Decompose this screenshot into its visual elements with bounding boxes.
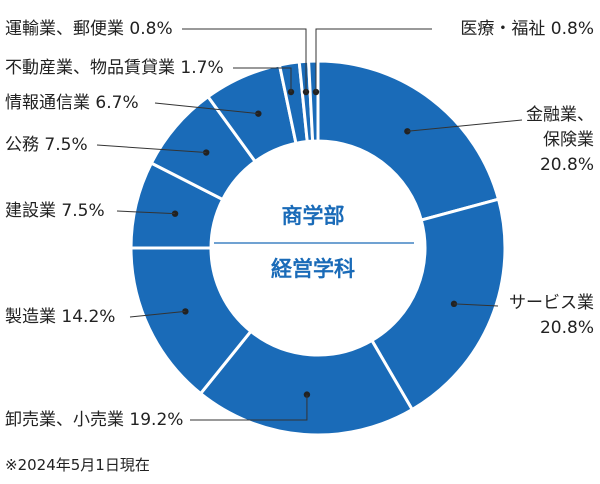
slice-label-7: 不動産業、物品賃貸業 1.7% xyxy=(5,58,224,78)
slice-label-8: 運輸業、郵便業 0.8% xyxy=(5,19,173,39)
leader-line-2 xyxy=(190,394,308,421)
slice-label-2: 卸売業、小売業 19.2% xyxy=(5,410,183,430)
slice-label-0-line-1: 保険業 xyxy=(543,130,594,150)
slice-label-5: 公務 7.5% xyxy=(5,135,88,155)
slice-label-4: 建設業 7.5% xyxy=(5,201,105,221)
slice-label-1-line-1: 20.8% xyxy=(540,318,594,338)
leader-line-5 xyxy=(96,144,207,154)
slice-label-9: 医療・福祉 0.8% xyxy=(460,19,594,39)
leader-dot-3 xyxy=(182,308,189,315)
leader-line-0 xyxy=(407,119,523,132)
leader-line-9 xyxy=(315,28,432,92)
leader-line-7 xyxy=(233,67,292,92)
leader-line-1 xyxy=(453,303,499,307)
slice-label-0-line-0: 金融業、 xyxy=(526,105,594,125)
leader-line-3 xyxy=(129,310,186,318)
slice-label-6: 情報通信業 6.7% xyxy=(5,93,139,113)
center-text-bottom: 経営学科 xyxy=(271,257,355,281)
leader-line-6 xyxy=(154,102,259,115)
footnote: ※2024年5月1日現在 xyxy=(5,456,150,474)
leader-dot-2 xyxy=(303,391,311,398)
donut-slice-2 xyxy=(198,329,415,437)
leader-dot-6 xyxy=(255,110,262,117)
slice-label-3: 製造業 14.2% xyxy=(5,307,115,327)
leader-line-8 xyxy=(182,28,307,92)
leader-line-4 xyxy=(116,210,176,215)
leader-dot-1 xyxy=(450,300,458,308)
slice-label-0-line-2: 20.8% xyxy=(540,155,594,175)
donut-slice-1 xyxy=(369,197,507,412)
donut-slice-0 xyxy=(316,59,501,222)
center-text-top: 商学部 xyxy=(282,204,345,228)
leader-dot-0 xyxy=(404,128,411,135)
slice-label-1-line-0: サービス業 xyxy=(509,293,594,313)
